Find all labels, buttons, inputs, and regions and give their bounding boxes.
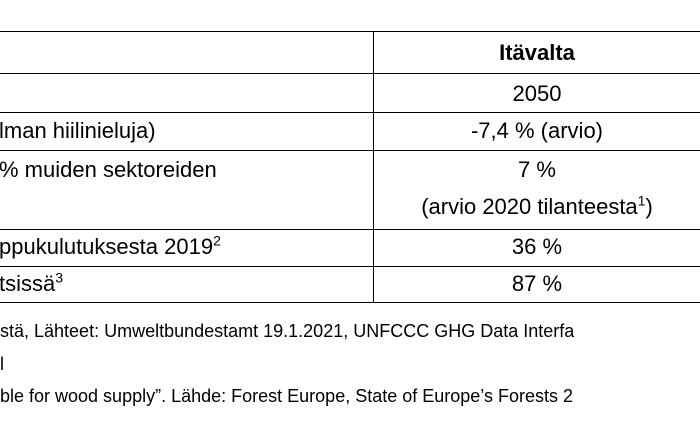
table-rule-bottom: [0, 302, 700, 303]
row-target-year-value: 2050: [512, 81, 562, 106]
table-rule-header: [0, 73, 700, 74]
row-other-sectors-note-text: (arvio 2020 tilanteesta: [421, 194, 638, 219]
footnote-ref-2: 2: [213, 232, 221, 249]
row-forests-value: 87 %: [511, 271, 563, 296]
row-emissions-label: lman hiilinieluja): [0, 118, 156, 143]
row-other-sectors-value: 7 %: [518, 157, 556, 182]
row-forests-text: tsissä: [0, 271, 56, 296]
row-final-consumption-label: ppukulutuksesta 20192: [0, 234, 221, 260]
row-other-sectors-label: % muiden sektoreiden: [0, 157, 217, 182]
row-final-consumption-text: ppukulutuksesta 2019: [0, 234, 214, 259]
footnote-ref-1: 1: [637, 192, 646, 209]
row-other-sectors-note: (arvio 2020 tilanteesta1): [374, 194, 700, 220]
footnote-ref-3: 3: [55, 269, 64, 286]
header-country: Itävalta: [499, 40, 575, 65]
table-rule-top: [0, 31, 700, 32]
table-rule-row2: [0, 150, 700, 151]
row-emissions-value: -7,4 % (arvio): [470, 118, 604, 143]
footnote-line-1: stä, Lähteet: Umweltbundestamt 19.1.2021…: [0, 321, 575, 341]
footnote-line-2: l: [0, 354, 4, 374]
table-rule-row3: [0, 229, 700, 230]
row-forests-label: tsissä3: [0, 271, 63, 297]
table-rule-row1: [0, 112, 700, 113]
footnote-line-3: ble for wood supply”. Lähde: Forest Euro…: [0, 386, 573, 406]
row-other-sectors-note-end: ): [645, 194, 653, 219]
row-final-consumption-value: 36 %: [511, 234, 563, 259]
table-column-divider: [373, 31, 374, 303]
table-rule-row4: [0, 266, 700, 267]
